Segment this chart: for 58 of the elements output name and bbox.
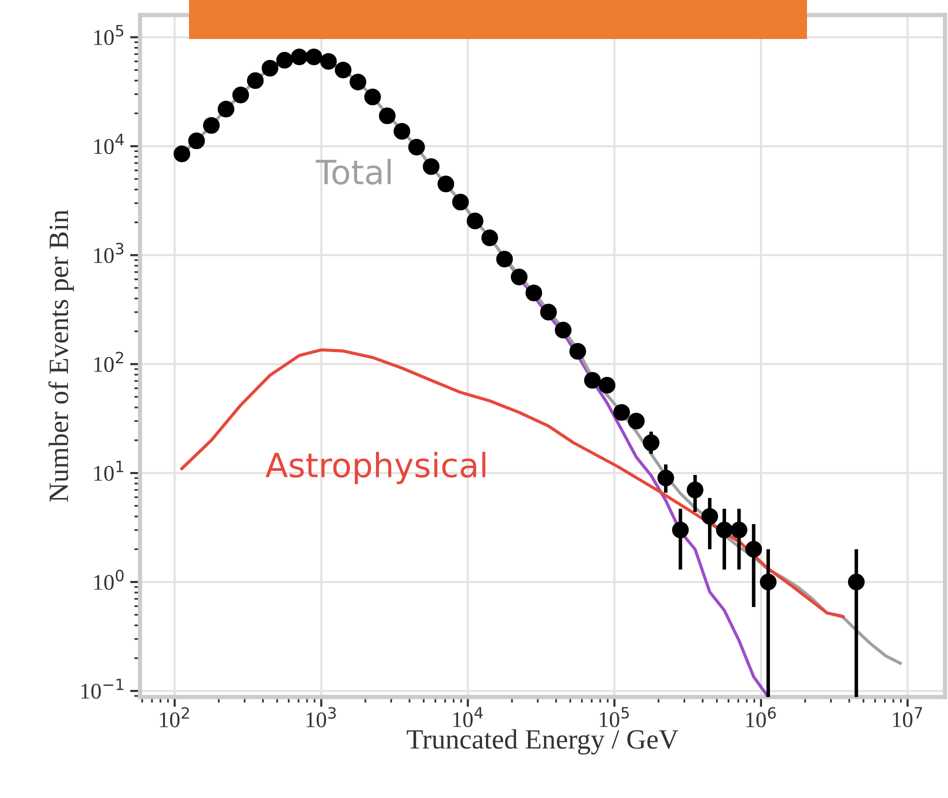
point xyxy=(642,434,660,452)
point xyxy=(657,470,674,486)
x-tick-label: 10$^{3}$ xyxy=(306,707,336,728)
series-label: Astrophysical xyxy=(265,452,486,484)
y-tick-label: 10$^{−1}$ xyxy=(81,678,124,699)
y-tick-label: 10$^{4}$ xyxy=(94,134,124,154)
x-axis-title: Truncated Energy / GeV xyxy=(406,729,678,755)
point xyxy=(262,60,278,77)
point xyxy=(378,107,396,124)
point xyxy=(306,48,322,66)
point xyxy=(760,574,777,590)
point xyxy=(510,268,528,286)
point xyxy=(716,522,733,538)
y-tick-label: 10$^{0}$ xyxy=(94,570,124,590)
y-tick-label: 10$^{1}$ xyxy=(94,460,124,481)
point xyxy=(540,304,557,320)
point xyxy=(364,88,381,106)
point xyxy=(481,230,498,246)
point xyxy=(290,48,308,66)
point xyxy=(466,212,484,230)
point xyxy=(394,122,410,140)
point xyxy=(246,72,264,89)
y-axis-title: Number of Events per Bin xyxy=(48,210,74,502)
point xyxy=(496,250,513,268)
point xyxy=(232,86,250,104)
y-tick-label: 10$^{3}$ xyxy=(94,242,124,264)
point xyxy=(569,342,586,360)
point xyxy=(408,138,425,156)
point xyxy=(672,522,689,538)
point xyxy=(628,412,645,430)
point xyxy=(218,100,234,118)
y-tick-label: 10$^{2}$ xyxy=(94,352,124,372)
x-tick-label: 10$^{2}$ xyxy=(160,707,189,728)
point xyxy=(584,372,601,389)
x-tick-label: 10$^{4}$ xyxy=(453,707,483,728)
series-label: Total xyxy=(316,158,391,185)
x-tick-label: 10$^{6}$ xyxy=(746,707,776,728)
point xyxy=(203,117,220,134)
point xyxy=(188,132,205,150)
point xyxy=(686,482,704,498)
point xyxy=(276,52,293,69)
x-tick-label: 10$^{5}$ xyxy=(600,707,629,728)
point xyxy=(438,176,454,192)
point xyxy=(526,284,542,302)
point xyxy=(598,376,616,394)
y-tick-label: 10$^{5}$ xyxy=(94,24,124,46)
point xyxy=(701,508,718,525)
point xyxy=(320,53,337,70)
point xyxy=(422,158,440,175)
point xyxy=(613,404,630,421)
point xyxy=(554,322,572,338)
point xyxy=(174,146,190,162)
point xyxy=(745,540,762,558)
point xyxy=(452,194,469,210)
x-tick-label: 10$^{7}$ xyxy=(892,707,922,728)
point xyxy=(350,74,366,90)
point xyxy=(334,62,352,78)
point xyxy=(730,522,748,538)
